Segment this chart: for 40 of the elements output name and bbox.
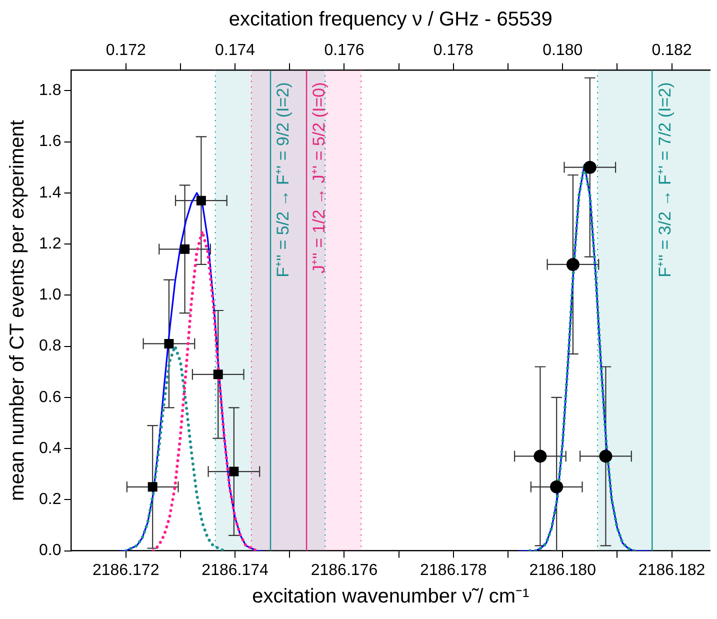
point [229,466,239,476]
y-tick-label: 1.6 [38,133,62,150]
point [550,480,564,494]
annotation: J⁺'' = 1/2 → J⁺' = 5/2 (I=0) [310,82,329,274]
annotation: F⁺'' = 3/2 → F⁺' = 7/2 (I=2) [655,82,674,278]
point [599,450,612,463]
x2-tick-label: 0.178 [433,42,474,60]
x-tick-label: 2186.178 [420,562,487,579]
x2-tick-label: 0.174 [215,42,256,60]
annotation: F⁺'' = 5/2 → F⁺' = 9/2 (I=2) [274,82,293,278]
point [566,258,580,271]
x2-tick-label: 0.180 [542,42,583,60]
point [196,196,206,206]
y-tick-label: 0.0 [38,542,62,560]
x2-tick-label: 0.176 [324,42,364,60]
x2-axis-title: excitation frequency ν / GHz - 65539 [228,8,552,31]
y-tick-label: 0.2 [38,491,62,508]
y-tick-label: 0.4 [38,440,62,457]
y-axis-title: mean number of CT events per experiment [6,120,29,501]
y-tick-label: 0.6 [38,388,62,406]
point [180,244,190,254]
x-tick-label: 2186.172 [92,562,160,579]
y-tick-label: 1.4 [38,184,62,202]
x2-tick-label: 0.172 [106,42,146,60]
y-tick-label: 1.2 [38,235,62,252]
point [213,370,223,380]
y-tick-label: 0.8 [38,338,62,355]
x-tick-label: 2186.180 [529,562,596,579]
point [164,338,174,348]
point [148,482,158,492]
x-tick-label: 2186.182 [638,562,706,579]
y-tick-label: 1.8 [38,82,62,100]
point [583,160,596,174]
y-tick-label: 1.0 [38,286,62,304]
x-axis-title: excitation wavenumber ν̃ / cm⁻¹ [252,586,530,608]
point [534,450,547,463]
x-tick-label: 2186.176 [310,562,378,579]
x2-tick-label: 0.182 [652,42,692,60]
x-tick-label: 2186.174 [202,562,268,579]
line-series [152,230,258,551]
